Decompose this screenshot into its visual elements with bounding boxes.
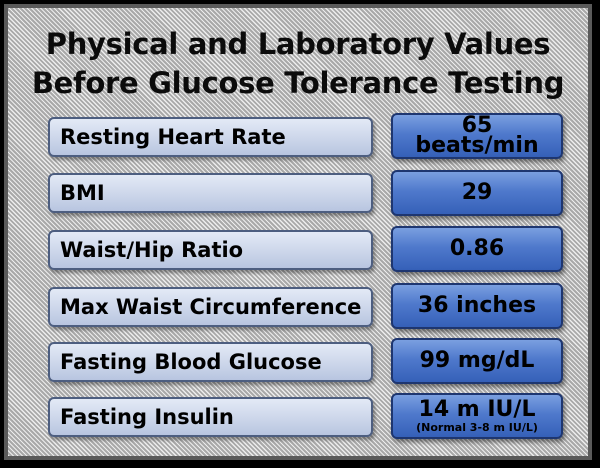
value-waist-hip-ratio-text: 0.86 [449, 236, 505, 261]
title-line-2: Before Glucose Tolerance Testing [31, 66, 565, 100]
title-line-1: Physical and Laboratory Values [45, 27, 551, 61]
value-bmi-text: 29 [461, 180, 493, 205]
value-fasting-insulin-note: (Normal 3-8 m IU/L) [416, 420, 538, 434]
value-max-waist-circumference-text: 36 inches [417, 293, 537, 318]
value-resting-heart-rate-number: 65 [461, 113, 493, 138]
label-resting-heart-rate: Resting Heart Rate [48, 117, 373, 157]
value-resting-heart-rate: 65 beats/min [391, 113, 563, 159]
label-fasting-blood-glucose: Fasting Blood Glucose [48, 342, 373, 382]
value-max-waist-circumference: 36 inches [391, 283, 563, 329]
value-bmi: 29 [391, 170, 563, 216]
value-fasting-blood-glucose: 99 mg/dL [391, 338, 563, 384]
values-panel: Physical and Laboratory Values Before Gl… [4, 4, 592, 460]
label-max-waist-circumference: Max Waist Circumference [48, 287, 373, 327]
label-waist-hip-ratio: Waist/Hip Ratio [48, 230, 373, 270]
value-fasting-insulin: 14 m IU/L (Normal 3-8 m IU/L) [391, 393, 563, 439]
label-bmi: BMI [48, 173, 373, 213]
value-fasting-insulin-text: 14 m IU/L [418, 396, 536, 422]
value-fasting-blood-glucose-text: 99 mg/dL [419, 348, 535, 373]
value-waist-hip-ratio: 0.86 [391, 226, 563, 272]
value-resting-heart-rate-unit: beats/min [415, 133, 539, 158]
label-fasting-insulin: Fasting Insulin [48, 397, 373, 437]
